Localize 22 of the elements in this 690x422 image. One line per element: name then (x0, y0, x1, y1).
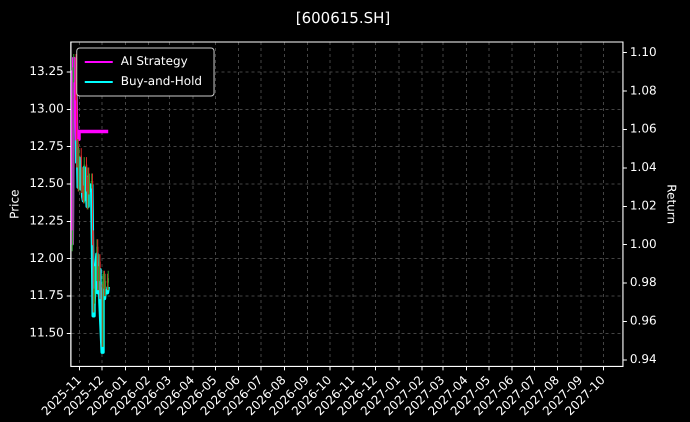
y2-tick-label: 1.10 (630, 44, 657, 59)
y2-tick-label: 1.02 (630, 198, 657, 212)
y2-tick-label: 0.98 (630, 275, 657, 290)
y2-tick-label: 0.94 (630, 352, 657, 366)
y-tick-label: 12.25 (29, 213, 64, 228)
chart-title: [600615.SH] (296, 8, 390, 27)
y2-tick-label: 1.04 (630, 160, 657, 174)
y-tick-label: 13.00 (29, 101, 64, 116)
y-tick-label: 12.75 (29, 138, 64, 153)
legend-label: AI Strategy (120, 54, 188, 68)
y-tick-label: 11.75 (29, 288, 64, 302)
y-tick-label: 13.25 (29, 64, 64, 78)
y2-tick-label: 1.00 (630, 236, 657, 251)
y-axis-title: Price (7, 190, 22, 219)
y2-axis-title: Return (664, 184, 679, 224)
y-tick-label: 12.00 (29, 250, 64, 265)
y2-tick-label: 0.96 (630, 314, 657, 328)
y2-tick-label: 1.06 (630, 122, 657, 136)
y2-tick-label: 1.08 (630, 83, 657, 98)
legend-label: Buy-and-Hold (120, 74, 202, 88)
y-tick-label: 11.50 (29, 326, 64, 340)
y-tick-label: 12.50 (29, 176, 64, 190)
